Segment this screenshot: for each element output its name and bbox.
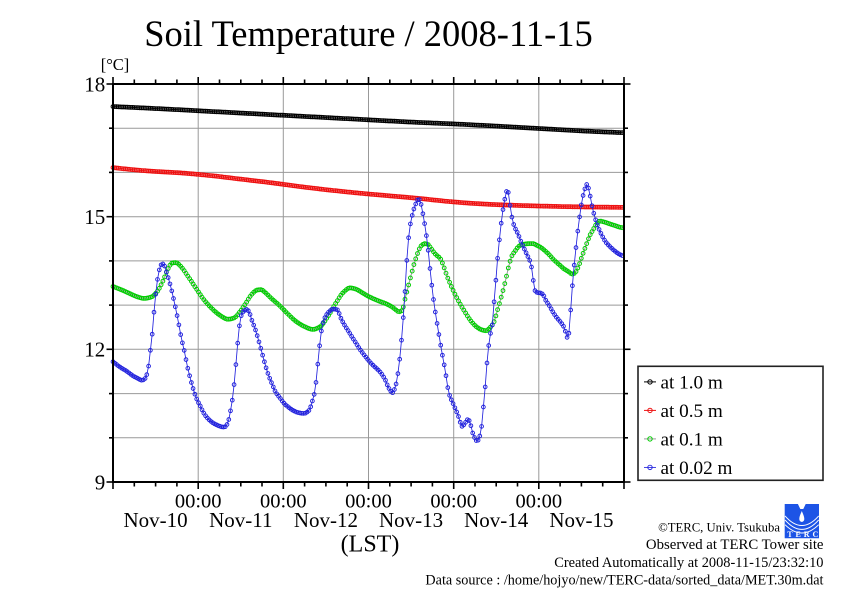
svg-text:(LST): (LST) <box>341 532 400 558</box>
svg-text:©TERC, Univ. Tsukuba: ©TERC, Univ. Tsukuba <box>658 521 780 535</box>
svg-text:Observed at TERC Tower site: Observed at TERC Tower site <box>646 537 824 553</box>
svg-text:Nov-13: Nov-13 <box>379 508 443 532</box>
svg-text:at 0.02 m: at 0.02 m <box>661 458 733 479</box>
svg-text:at 0.1 m: at 0.1 m <box>661 429 723 450</box>
svg-text:Nov-12: Nov-12 <box>294 508 358 532</box>
svg-text:15: 15 <box>84 205 105 229</box>
svg-text:Nov-10: Nov-10 <box>124 508 188 532</box>
svg-text:9: 9 <box>95 470 106 494</box>
svg-text:18: 18 <box>84 72 105 96</box>
svg-text:00:00: 00:00 <box>345 491 392 513</box>
svg-text:Nov-14: Nov-14 <box>464 508 529 532</box>
svg-text:00:00: 00:00 <box>515 491 562 513</box>
svg-text:12: 12 <box>84 338 105 362</box>
svg-text:00:00: 00:00 <box>260 491 307 513</box>
svg-text:at 1.0 m: at 1.0 m <box>661 372 723 393</box>
svg-text:Data source : /home/hojyo/new/: Data source : /home/hojyo/new/TERC-data/… <box>425 573 823 589</box>
svg-text:TERC: TERC <box>787 530 821 539</box>
svg-text:at 0.5 m: at 0.5 m <box>661 401 723 422</box>
svg-text:Nov-15: Nov-15 <box>549 508 613 532</box>
svg-text:00:00: 00:00 <box>430 491 477 513</box>
svg-text:Soil Temperature / 2008-11-15: Soil Temperature / 2008-11-15 <box>144 13 593 54</box>
svg-text:00:00: 00:00 <box>175 491 222 513</box>
svg-text:[°C]: [°C] <box>101 55 130 74</box>
svg-text:Created Automatically at 2008-: Created Automatically at 2008-11-15/23:3… <box>554 555 823 571</box>
svg-text:Nov-11: Nov-11 <box>209 508 272 532</box>
